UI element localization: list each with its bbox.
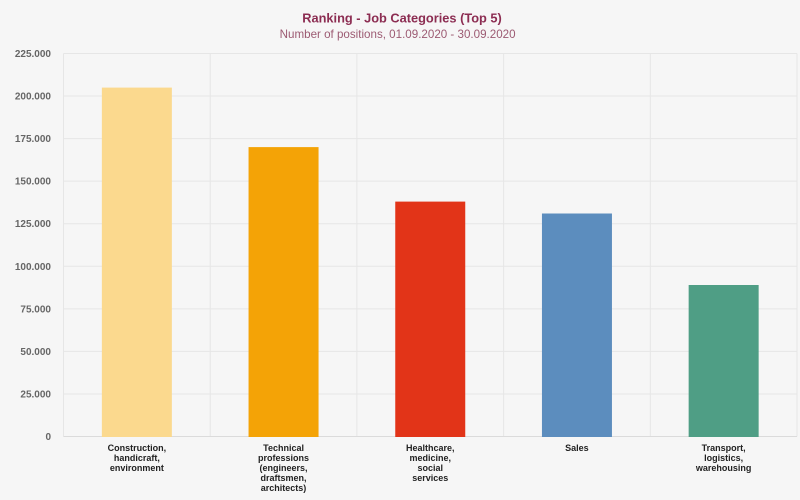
svg-text:225.000: 225.000 (15, 49, 52, 60)
svg-text:100.000: 100.000 (15, 262, 52, 273)
svg-text:services: services (412, 473, 448, 483)
svg-text:draftsmen,: draftsmen, (261, 473, 307, 483)
svg-text:Number of positions, 01.09.202: Number of positions, 01.09.2020 - 30.09.… (280, 28, 516, 41)
svg-text:200.000: 200.000 (15, 92, 52, 103)
svg-text:Transport,: Transport, (702, 443, 746, 453)
svg-text:warehousing: warehousing (695, 463, 752, 473)
svg-text:50.000: 50.000 (20, 347, 51, 358)
svg-text:175.000: 175.000 (15, 134, 52, 145)
svg-text:medicine,: medicine, (409, 453, 451, 463)
svg-text:75.000: 75.000 (20, 304, 51, 315)
svg-text:logistics,: logistics, (704, 453, 743, 463)
svg-text:125.000: 125.000 (15, 219, 52, 230)
svg-text:Construction,: Construction, (108, 443, 167, 453)
svg-text:150.000: 150.000 (15, 177, 52, 188)
svg-text:(engineers,: (engineers, (260, 463, 308, 473)
svg-text:environment: environment (110, 463, 164, 473)
svg-text:handicraft,: handicraft, (114, 453, 160, 463)
svg-text:professions: professions (258, 453, 309, 463)
svg-text:social: social (417, 463, 443, 473)
svg-text:Technical: Technical (263, 443, 304, 453)
svg-text:architects): architects) (261, 483, 307, 493)
svg-text:0: 0 (45, 432, 51, 443)
svg-text:25.000: 25.000 (20, 389, 51, 400)
svg-text:Healthcare,: Healthcare, (406, 443, 455, 453)
svg-text:Ranking - Job Categories (Top: Ranking - Job Categories (Top 5) (302, 10, 502, 25)
svg-text:Sales: Sales (565, 443, 589, 453)
